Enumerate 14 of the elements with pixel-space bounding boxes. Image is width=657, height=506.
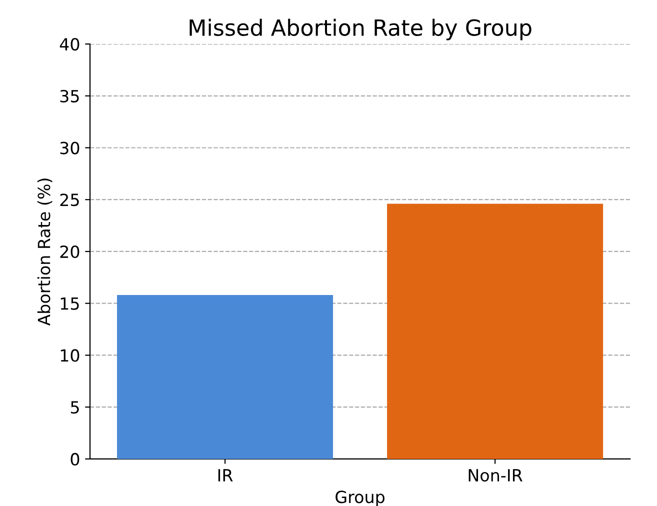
y-tick-label: 35 [60,90,79,102]
y-tick-label: 15 [60,298,79,310]
chart-title: Missed Abortion Rate by Group [190,18,532,40]
y-tick-label: 20 [60,245,80,258]
y-tick-label: 0 [70,452,80,466]
y-tick-label: 10 [60,349,80,362]
y-tick-label: 25 [60,194,79,206]
x-tick-label: IR [218,469,233,482]
x-axis-title: Group [336,490,384,506]
y-tick-label: 40 [60,38,80,51]
y-tick-label: 5 [70,401,79,414]
y-tick-label: 30 [60,142,80,154]
y-axis-title: Abortion Rate (%) [37,178,52,326]
x-tick-label: Non-IR [468,469,522,482]
